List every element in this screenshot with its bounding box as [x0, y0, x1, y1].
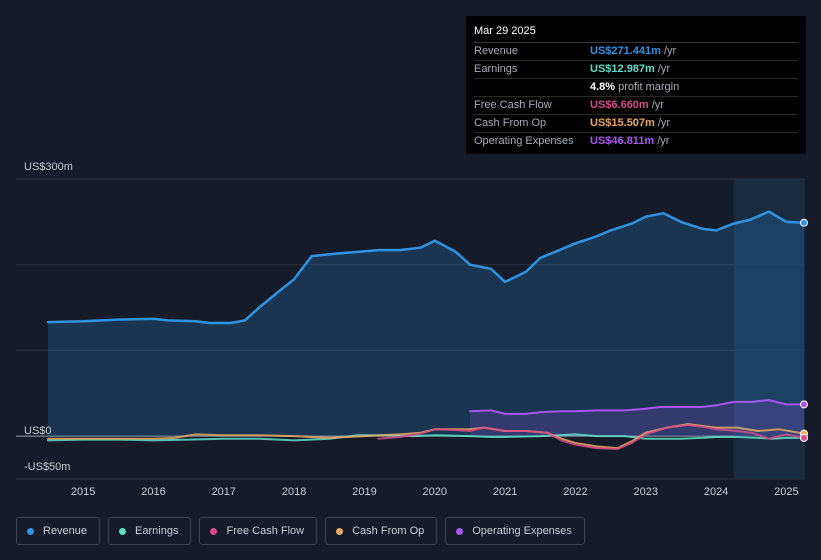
y-axis-bottom-label: -US$50m [24, 461, 70, 473]
x-tick-label: 2023 [634, 486, 658, 498]
tooltip-value: US$15.507m [590, 117, 655, 129]
tooltip-value: US$6.660m [590, 99, 649, 111]
x-tick-label: 2015 [71, 486, 95, 498]
revenue-line [46, 210, 806, 325]
legend-dot-icon [336, 527, 344, 535]
legend-revenue[interactable]: Revenue [16, 517, 101, 545]
tooltip-label: Revenue [474, 45, 519, 57]
series-layer [46, 210, 808, 450]
legend: Revenue Earnings Free Cash Flow Cash Fro… [16, 517, 593, 545]
x-tick-label: 2024 [704, 486, 728, 498]
tooltip-date: Mar 29 2025 [474, 24, 798, 43]
tooltip-row-earnings: Earnings US$12.987m /yr [474, 61, 798, 79]
tooltip-value: US$12.987m [590, 63, 655, 75]
free-cash-flow-line [377, 424, 805, 450]
legend-earnings[interactable]: Earnings [108, 517, 192, 545]
data-tooltip: Mar 29 2025 Revenue US$271.441m /yr Earn… [466, 16, 806, 154]
revenue-area [48, 211, 804, 437]
tooltip-row-operating-expenses: Operating Expenses US$46.811m /yr [474, 133, 798, 150]
tooltip-row-revenue: Revenue US$271.441m /yr [474, 43, 798, 61]
legend-dot-icon [210, 527, 218, 535]
operating-expenses-endpoint [800, 400, 808, 409]
tooltip-row-cash-from-op: Cash From Op US$15.507m /yr [474, 115, 798, 133]
tooltip-label [474, 79, 590, 96]
tooltip-row-free-cash-flow: Free Cash Flow US$6.660m /yr [474, 97, 798, 115]
axis-labels: US$300m US$0 -US$50m [24, 161, 73, 473]
legend-operating-expenses[interactable]: Operating Expenses [445, 517, 585, 545]
x-axis-ticks: 2015 2016 2017 2018 2019 2020 2021 2022 2023 2024… [71, 486, 799, 498]
tooltip-unit: profit margin [618, 81, 680, 93]
tooltip-label: Earnings [474, 63, 518, 75]
tooltip-label: Cash From Op [474, 117, 547, 129]
tooltip-unit: /yr [651, 99, 664, 111]
legend-dot-icon [456, 527, 464, 535]
legend-label: Revenue [43, 525, 88, 537]
x-tick-label: 2022 [563, 486, 587, 498]
x-tick-label: 2016 [141, 486, 165, 498]
legend-dot-icon [27, 527, 34, 535]
legend-cash-from-op[interactable]: Cash From Op [325, 517, 438, 545]
legend-free-cash-flow[interactable]: Free Cash Flow [199, 517, 318, 545]
x-tick-label: 2020 [423, 486, 447, 498]
free-cash-flow-endpoint [800, 433, 808, 442]
x-tick-label: 2025 [774, 486, 798, 498]
legend-label: Earnings [135, 525, 179, 537]
operating-expenses-line [469, 399, 805, 415]
revenue-endpoint [800, 218, 808, 227]
x-tick-label: 2018 [282, 486, 306, 498]
tooltip-label: Operating Expenses [474, 135, 574, 147]
x-tick-label: 2017 [212, 486, 236, 498]
tooltip-value: US$46.811m [590, 135, 655, 147]
y-axis-top-label: US$300m [24, 161, 73, 173]
legend-label: Cash From Op [352, 525, 425, 537]
x-tick-label: 2019 [352, 486, 376, 498]
grid-lines [16, 178, 805, 480]
legend-label: Free Cash Flow [226, 525, 305, 537]
tooltip-value: US$271.441m [590, 45, 661, 57]
tooltip-value: 4.8% [590, 81, 616, 93]
x-tick-label: 2021 [493, 486, 517, 498]
tooltip-unit: /yr [657, 63, 671, 75]
tooltip-row-profit-margin: 4.8% profit margin [474, 79, 798, 97]
earnings-line [47, 433, 805, 442]
y-axis-zero-label: US$0 [24, 425, 52, 437]
tooltip-unit: /yr [663, 45, 677, 57]
tooltip-unit: /yr [657, 117, 671, 129]
legend-label: Operating Expenses [472, 525, 572, 537]
tooltip-label: Free Cash Flow [474, 99, 552, 111]
tooltip-unit: /yr [657, 135, 670, 147]
legend-dot-icon [119, 527, 127, 535]
